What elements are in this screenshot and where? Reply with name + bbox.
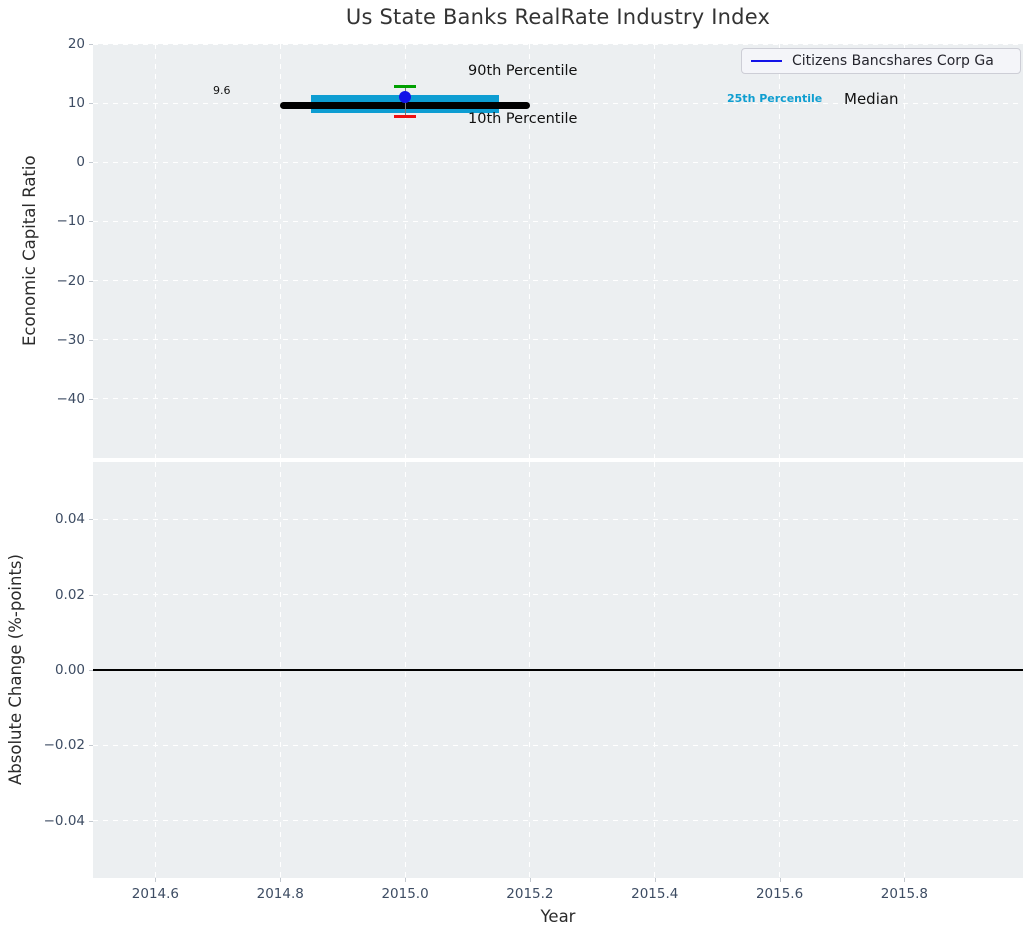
gridline-horizontal bbox=[93, 220, 1023, 222]
y-tick-mark bbox=[89, 44, 93, 45]
y-tick-label: −0.02 bbox=[43, 737, 85, 754]
y-tick-label: −40 bbox=[56, 390, 86, 407]
gridline-vertical bbox=[779, 44, 781, 458]
y-tick-label: 20 bbox=[67, 36, 85, 52]
x-tick-mark bbox=[654, 878, 656, 882]
x-tick-label: 2015.4 bbox=[631, 886, 679, 902]
annotation-90th-percentile: 90th Percentile bbox=[468, 63, 578, 79]
gridline-horizontal bbox=[93, 594, 1023, 595]
x-axis-label: Year bbox=[540, 907, 576, 926]
x-tick-mark bbox=[529, 878, 531, 882]
gridline-horizontal bbox=[93, 44, 1023, 45]
x-tick-label: 2015.2 bbox=[506, 886, 554, 902]
citizens-bancshares-corp-ga bbox=[399, 91, 412, 104]
x-tick-mark bbox=[405, 878, 407, 882]
10th-percentile bbox=[394, 115, 417, 119]
legend: Citizens Bancshares Corp Ga bbox=[741, 48, 1021, 74]
legend-line-sample-icon bbox=[751, 60, 782, 62]
y-tick-mark bbox=[89, 280, 93, 282]
x-tick-label: 2015.8 bbox=[880, 886, 929, 902]
y-tick-label: 0.02 bbox=[54, 586, 85, 603]
y-tick-label: −20 bbox=[56, 272, 86, 289]
x-tick-label: 2014.6 bbox=[131, 886, 180, 902]
x-tick-mark bbox=[280, 878, 282, 882]
chart-title: Us State Banks RealRate Industry Index bbox=[345, 5, 771, 29]
y-tick-label: 0.04 bbox=[54, 511, 85, 527]
gridline-vertical bbox=[404, 44, 406, 458]
y-tick-mark bbox=[89, 745, 93, 747]
gridline-horizontal bbox=[93, 398, 1023, 400]
y-tick-label: −30 bbox=[56, 331, 86, 348]
y-tick-mark bbox=[89, 339, 93, 341]
y-tick-mark bbox=[89, 594, 93, 596]
y-tick-label: −10 bbox=[56, 213, 86, 230]
y-tick-label: 0 bbox=[76, 154, 85, 171]
gridline-vertical bbox=[279, 44, 281, 458]
gridline-horizontal bbox=[93, 744, 1023, 746]
gridline-vertical bbox=[154, 44, 156, 458]
y-tick-mark bbox=[89, 398, 93, 400]
x-tick-mark bbox=[904, 878, 906, 882]
gridline-vertical bbox=[903, 44, 905, 458]
x-tick-mark bbox=[779, 878, 781, 882]
annotation-10th-percentile: 10th Percentile bbox=[468, 111, 578, 127]
annotation-25th-percentile: 25th Percentile bbox=[727, 92, 823, 105]
y-tick-mark bbox=[89, 162, 93, 164]
y-tick-label: 10 bbox=[67, 95, 85, 112]
gridline-horizontal bbox=[93, 102, 1023, 104]
gridline-horizontal bbox=[93, 280, 1023, 282]
y-tick-mark bbox=[89, 670, 93, 671]
zero-line bbox=[93, 669, 1023, 671]
gridline-horizontal bbox=[93, 161, 1023, 163]
y-tick-mark bbox=[89, 519, 93, 520]
x-tick-mark bbox=[155, 878, 157, 882]
y-tick-label: 0.00 bbox=[54, 662, 85, 678]
top-axes bbox=[93, 44, 1023, 458]
gridline-vertical bbox=[529, 44, 531, 458]
y-tick-mark bbox=[89, 221, 93, 223]
annotation-median-value: 9.6 bbox=[213, 84, 231, 97]
y-tick-mark bbox=[89, 820, 93, 822]
x-tick-label: 2015.6 bbox=[755, 886, 804, 902]
gridline-vertical bbox=[654, 44, 656, 458]
y-tick-mark bbox=[89, 103, 93, 105]
x-tick-label: 2015.0 bbox=[381, 886, 429, 902]
x-tick-label: 2014.8 bbox=[256, 886, 304, 902]
legend-entry-label: Citizens Bancshares Corp Ga bbox=[792, 53, 994, 69]
gridline-horizontal bbox=[93, 820, 1023, 822]
90th-percentile bbox=[394, 85, 417, 89]
gridline-horizontal bbox=[93, 339, 1023, 341]
annotation-median: Median bbox=[844, 90, 899, 108]
gridline-horizontal bbox=[93, 518, 1023, 520]
y-tick-label: −0.04 bbox=[43, 812, 85, 829]
bottom-axes bbox=[93, 462, 1023, 878]
